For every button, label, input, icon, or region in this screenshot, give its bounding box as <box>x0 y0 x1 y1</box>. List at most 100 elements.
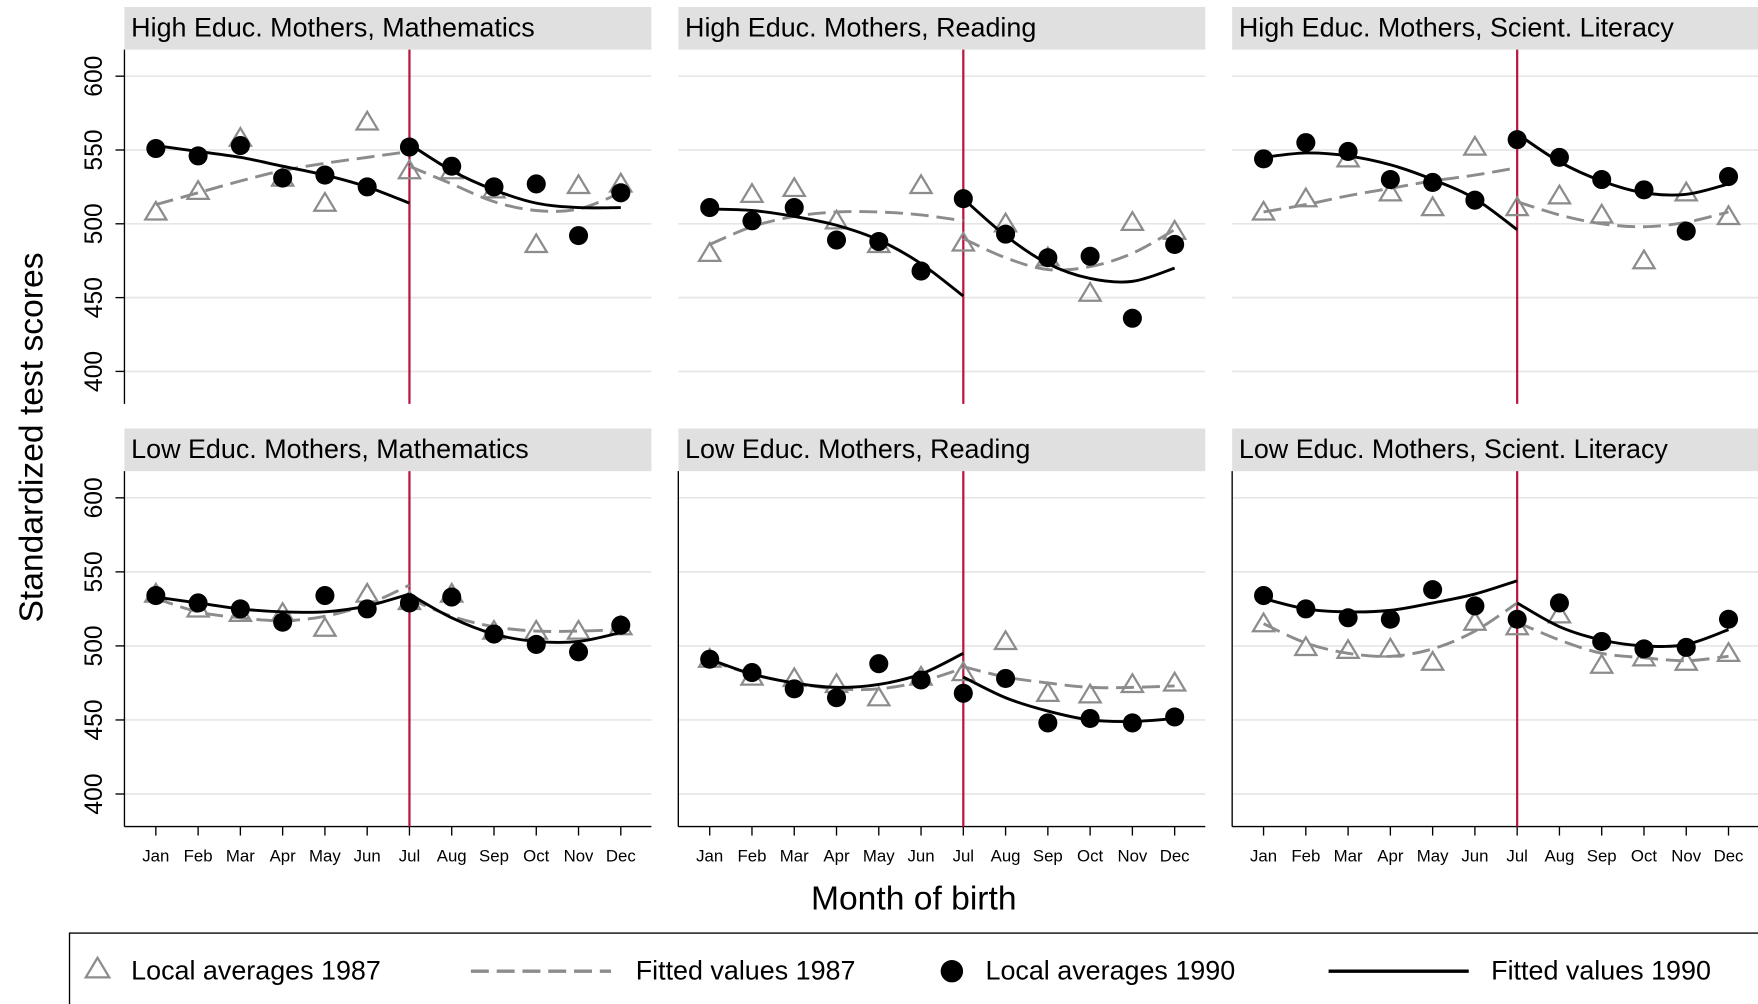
y-axis-label: Standardized test scores <box>14 252 51 622</box>
circle-marker <box>568 642 589 662</box>
circle-marker <box>146 586 166 606</box>
circle-marker <box>230 136 250 156</box>
x-tick-label: Mar <box>1334 846 1363 865</box>
triangle-marker <box>1546 183 1573 205</box>
x-tick-label: Sep <box>1587 846 1617 865</box>
circle-marker <box>357 599 377 619</box>
x-tick-label: May <box>309 846 341 865</box>
fitted-line <box>709 652 964 689</box>
legend-label: Fitted values 1987 <box>636 955 856 985</box>
triangle-marker <box>354 109 380 131</box>
circle-marker <box>1080 246 1100 266</box>
x-tick-label: Jul <box>1506 846 1527 865</box>
circle-marker <box>1380 169 1400 190</box>
fitted-line <box>1516 601 1730 648</box>
fitted-line <box>1516 132 1729 197</box>
x-tick-label: Feb <box>737 846 766 865</box>
y-tick-label: 450 <box>81 277 108 318</box>
circle-marker <box>442 156 462 176</box>
panel-header <box>678 7 1206 50</box>
circle-marker <box>869 654 889 674</box>
triangle-marker <box>1589 652 1615 674</box>
x-tick-label: Aug <box>991 846 1021 865</box>
x-tick-label: Jul <box>399 846 420 865</box>
triangle-marker <box>1673 180 1699 202</box>
fitted-line <box>962 675 1175 724</box>
triangle-marker <box>908 173 934 195</box>
x-tick-label: Dec <box>1160 846 1190 865</box>
x-tick-label: Aug <box>437 846 467 865</box>
x-tick-label: May <box>863 846 895 865</box>
triangle-marker <box>312 615 338 637</box>
y-tick-label: 400 <box>81 351 108 392</box>
x-tick-label: Jan <box>142 846 169 865</box>
fitted-line <box>1516 620 1729 663</box>
fitted-line <box>408 142 621 210</box>
circle-marker <box>273 168 293 188</box>
x-tick-label: Sep <box>479 846 509 865</box>
triangle-marker <box>1546 602 1573 624</box>
circle-marker <box>399 137 419 157</box>
circle-marker <box>1718 609 1739 629</box>
panel-title: Low Educ. Mothers, Mathematics <box>131 434 529 464</box>
fitted-line <box>962 228 1176 272</box>
triangle-marker <box>697 241 723 263</box>
triangle-marker <box>1119 210 1145 232</box>
y-tick-label: 400 <box>81 773 108 814</box>
circle-marker <box>1549 593 1569 613</box>
y-tick-label: 450 <box>81 699 108 740</box>
fitted-line <box>408 592 622 644</box>
circle-marker <box>1165 707 1185 727</box>
circle-marker <box>1254 586 1274 606</box>
panel-title: High Educ. Mothers, Scient. Literacy <box>1239 13 1674 43</box>
circle-marker <box>146 138 166 159</box>
triangle-marker <box>1335 638 1361 660</box>
circle-marker <box>611 183 631 203</box>
circle-marker <box>442 587 462 607</box>
triangle-marker <box>1293 186 1319 208</box>
x-tick-label: Apr <box>270 846 297 865</box>
circle-marker <box>1718 167 1739 187</box>
triangle-marker <box>1715 641 1742 663</box>
x-tick-label: Jul <box>953 846 974 865</box>
x-tick-label: Apr <box>1377 846 1404 865</box>
circle-marker <box>1038 713 1058 733</box>
circle-marker <box>826 230 847 250</box>
triangle-marker <box>739 182 765 203</box>
triangle-marker <box>565 173 592 195</box>
x-tick-label: Nov <box>1117 846 1147 865</box>
circle-marker <box>1080 708 1100 729</box>
triangle-marker <box>143 199 169 221</box>
circle-marker <box>1122 308 1142 328</box>
legend-label: Local averages 1990 <box>986 955 1236 985</box>
circle-marker <box>1122 713 1142 733</box>
y-tick-label: 600 <box>81 477 108 518</box>
circle-marker <box>1507 130 1527 150</box>
triangle-marker <box>823 208 850 230</box>
x-tick-label: Aug <box>1544 846 1574 865</box>
triangle-marker <box>1504 195 1530 217</box>
circle-marker <box>526 174 546 194</box>
triangle-marker <box>1420 195 1446 217</box>
circle-marker <box>826 688 847 708</box>
x-tick-label: Jan <box>1250 846 1277 865</box>
fitted-line <box>155 592 410 614</box>
legend-triangle <box>83 955 112 979</box>
y-tick-label: 600 <box>81 56 108 97</box>
circle-marker <box>784 198 804 218</box>
x-tick-label: Mar <box>226 846 255 865</box>
circle-marker <box>1634 639 1654 659</box>
panel-header <box>1232 7 1758 50</box>
fitted-line <box>155 144 410 205</box>
triangle-marker <box>993 629 1019 651</box>
x-tick-label: Feb <box>1291 846 1320 865</box>
legend-label: Fitted values 1990 <box>1491 955 1711 985</box>
x-tick-label: Nov <box>1671 846 1701 865</box>
panel-title: Low Educ. Mothers, Reading <box>685 434 1030 464</box>
fitted-line <box>709 210 964 246</box>
y-tick-label: 550 <box>81 551 108 592</box>
circle-marker <box>611 615 631 635</box>
circle-marker <box>742 211 762 231</box>
